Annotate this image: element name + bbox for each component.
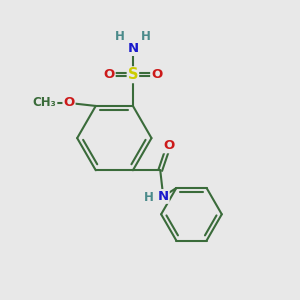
Text: CH₃: CH₃ xyxy=(33,97,56,110)
Text: O: O xyxy=(163,140,174,152)
Text: H: H xyxy=(140,30,150,43)
Text: O: O xyxy=(103,68,115,81)
Text: H: H xyxy=(144,191,154,204)
Text: S: S xyxy=(128,67,138,82)
Text: N: N xyxy=(127,42,139,55)
Text: N: N xyxy=(158,190,169,203)
Text: H: H xyxy=(115,30,124,43)
Text: O: O xyxy=(63,97,75,110)
Text: O: O xyxy=(151,68,162,81)
